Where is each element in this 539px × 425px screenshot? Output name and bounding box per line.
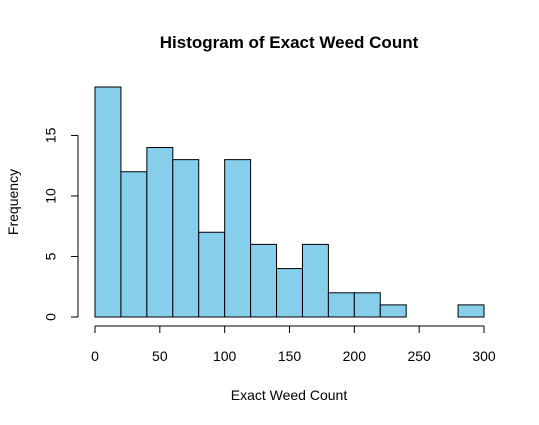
x-axis-label: Exact Weed Count <box>231 387 348 403</box>
histogram-bar <box>250 243 278 318</box>
y-axis: 0 5 10 15 <box>43 127 79 321</box>
histogram-bar <box>172 159 200 318</box>
histogram-bar <box>224 159 252 318</box>
x-tick-label: 300 <box>472 348 496 364</box>
histogram-bar <box>301 243 329 318</box>
x-tick-label: 250 <box>407 348 431 364</box>
histogram-bar <box>120 171 148 318</box>
bars-group <box>94 86 485 318</box>
histogram-bar <box>379 304 407 318</box>
x-tick-label: 50 <box>152 348 168 364</box>
histogram-bar <box>327 292 355 318</box>
x-tick-label: 0 <box>91 348 99 364</box>
x-tick-label: 100 <box>213 348 237 364</box>
y-axis-label: Frequency <box>5 169 21 235</box>
histogram-bar <box>457 304 485 318</box>
histogram-bar <box>353 292 381 318</box>
y-tick-label: 5 <box>43 252 59 260</box>
histogram-bar <box>276 268 303 318</box>
chart-title: Histogram of Exact Weed Count <box>160 33 419 52</box>
x-tick-label: 150 <box>278 348 302 364</box>
x-tick-label: 200 <box>343 348 367 364</box>
y-tick-label: 15 <box>43 127 59 143</box>
histogram-bar <box>94 86 122 318</box>
y-tick-label: 10 <box>43 188 59 204</box>
y-tick-label: 0 <box>43 313 59 321</box>
histogram-bar <box>198 231 226 318</box>
histogram-bar <box>146 147 174 318</box>
x-axis: 0 50 100 150 200 250 300 <box>91 325 496 364</box>
